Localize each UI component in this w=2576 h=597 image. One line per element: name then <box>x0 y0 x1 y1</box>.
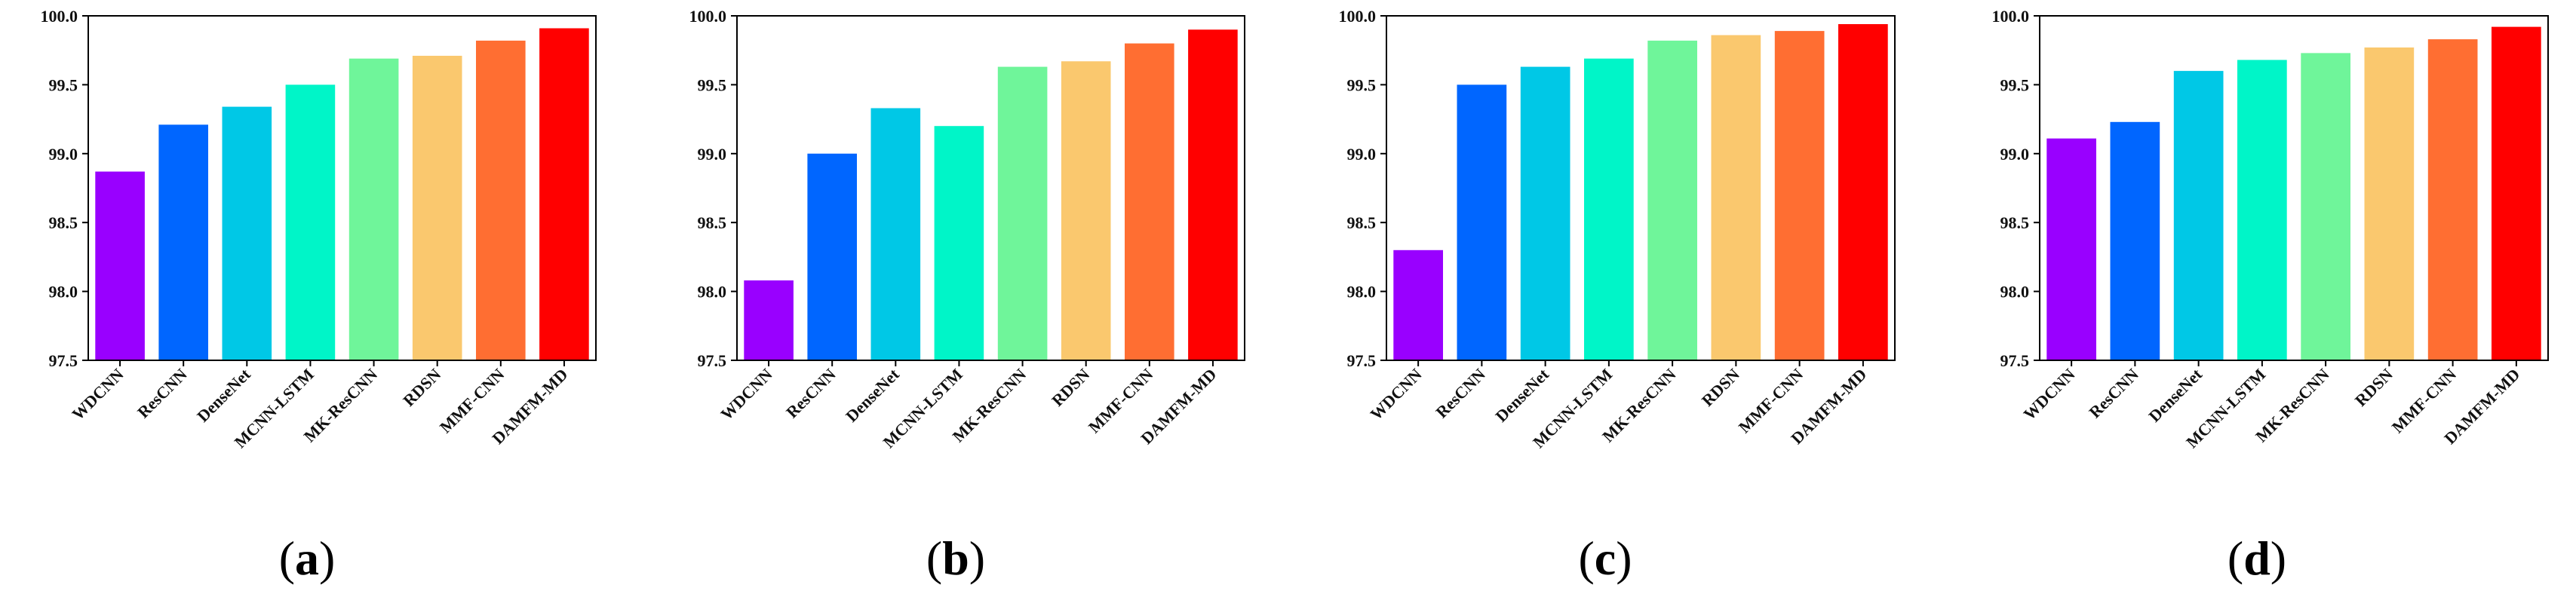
bar-a-mcnn-lstm: MCNN-LSTM: 99.5 <box>285 84 336 361</box>
y-tick-label-c: 100.0 <box>1339 7 1377 26</box>
panel-label-b: (b) <box>926 531 985 585</box>
y-tick-label-d: 98.0 <box>2000 283 2030 302</box>
bar-d-damfm-md: DAMFM-MD: 99.92 <box>2492 26 2541 360</box>
chart-panel-b: WDCNN: 98.08 ResCNN: 99 DenseNet: 99.33 MCN… <box>689 7 1245 585</box>
bar-b-damfm-md: DAMFM-MD: 99.9 <box>1188 29 1238 361</box>
bar-d-rdsn: RDSN: 99.77 <box>2364 47 2415 360</box>
bar-b-rescnn: ResCNN: 99 <box>807 153 857 361</box>
panel-label-c: (c) <box>1578 531 1632 585</box>
y-tick-label-a: 99.5 <box>49 75 78 94</box>
y-tick-label-a: 100.0 <box>41 7 78 26</box>
chart-panel-a: WDCNN: 98.87 ResCNN: 99.21 DenseNet: 99.34… <box>41 7 597 585</box>
x-tick-label-c: DenseNet <box>1491 364 1552 425</box>
y-tick-label-b: 100.0 <box>689 7 727 26</box>
y-tick-label-d: 99.0 <box>2000 145 2030 164</box>
bar-c-densenet: DenseNet: 99.63 <box>1520 66 1570 360</box>
x-tick-label-b: RDSN <box>1048 365 1093 410</box>
bar-c-mk-rescnn: MK-ResCNN: 99.82 <box>1647 40 1697 361</box>
bar-a-wdcnn: WDCNN: 98.87 <box>95 171 145 360</box>
x-tick-label-a: DenseNet <box>193 364 254 425</box>
bar-c-rescnn: ResCNN: 99.5 <box>1457 84 1507 361</box>
axes-frame-b <box>736 15 1245 361</box>
y-tick-label-b: 98.0 <box>698 283 727 302</box>
y-tick-label-c: 99.0 <box>1347 145 1377 164</box>
bar-a-rescnn: ResCNN: 99.21 <box>158 124 208 360</box>
bar-b-rdsn: RDSN: 99.67 <box>1061 61 1111 361</box>
y-tick-label-a: 98.0 <box>49 283 78 302</box>
x-tick-label-a: WDCNN <box>68 365 127 424</box>
y-tick-label-d: 99.5 <box>2000 75 2030 94</box>
x-tick-label-c: ResCNN <box>1432 365 1489 422</box>
bar-a-densenet: DenseNet: 99.34 <box>222 106 272 360</box>
chart-panel-c: WDCNN: 98.3 ResCNN: 99.5 DenseNet: 99.63 MC… <box>1339 7 1896 585</box>
y-tick-label-c: 97.5 <box>1347 351 1377 370</box>
x-tick-label-b: WDCNN <box>717 365 775 424</box>
y-tick-label-a: 98.5 <box>49 213 78 232</box>
bar-b-densenet: DenseNet: 99.33 <box>870 108 921 360</box>
bar-d-mcnn-lstm: MCNN-LSTM: 99.68 <box>2237 60 2287 360</box>
bar-b-mmf-cnn: MMF-CNN: 99.8 <box>1125 43 1174 360</box>
chart-panel-d: WDCNN: 99.11 ResCNN: 99.23 DenseNet: 99.6 M… <box>1992 7 2549 585</box>
bar-a-rdsn: RDSN: 99.71 <box>412 56 462 360</box>
y-tick-label-b: 99.5 <box>698 75 727 94</box>
bar-d-wdcnn: WDCNN: 99.11 <box>2046 138 2096 360</box>
bar-d-rescnn: ResCNN: 99.23 <box>2110 121 2160 361</box>
x-tick-label-d: WDCNN <box>2019 365 2078 424</box>
x-tick-label-a: ResCNN <box>134 365 191 422</box>
bar-b-mcnn-lstm: MCNN-LSTM: 99.2 <box>934 126 984 360</box>
axes-frame-d <box>2039 15 2549 361</box>
bar-a-damfm-md: DAMFM-MD: 99.91 <box>539 28 589 360</box>
bar-b-wdcnn: WDCNN: 98.08 <box>744 280 794 360</box>
bar-c-mmf-cnn: MMF-CNN: 99.89 <box>1774 31 1825 360</box>
bar-c-mcnn-lstm: MCNN-LSTM: 99.69 <box>1584 58 1634 360</box>
x-tick-label-b: ResCNN <box>782 365 840 422</box>
bar-c-rdsn: RDSN: 99.86 <box>1711 35 1761 360</box>
y-tick-label-a: 99.0 <box>49 145 78 164</box>
x-tick-label-c: RDSN <box>1698 365 1743 410</box>
bar-c-wdcnn: WDCNN: 98.3 <box>1393 250 1443 360</box>
x-tick-label-c: WDCNN <box>1366 365 1425 424</box>
y-tick-label-d: 100.0 <box>1992 7 2030 26</box>
bar-a-mmf-cnn: MMF-CNN: 99.82 <box>476 40 526 361</box>
y-tick-label-b: 99.0 <box>698 145 727 164</box>
x-tick-label-d: RDSN <box>2351 365 2396 410</box>
bar-d-mmf-cnn: MMF-CNN: 99.83 <box>2427 39 2478 360</box>
axes-frame-a <box>88 15 597 361</box>
bar-b-mk-rescnn: MK-ResCNN: 99.63 <box>997 66 1048 360</box>
axes-frame-c <box>1386 15 1896 361</box>
bar-d-mk-rescnn: MK-ResCNN: 99.73 <box>2301 53 2350 361</box>
y-tick-label-c: 98.0 <box>1347 283 1377 302</box>
panel-label-d: (d) <box>2228 531 2286 585</box>
y-tick-label-b: 98.5 <box>698 213 727 232</box>
y-tick-label-d: 97.5 <box>2000 351 2030 370</box>
y-tick-label-c: 98.5 <box>1347 213 1377 232</box>
bar-a-mk-rescnn: MK-ResCNN: 99.69 <box>348 58 399 360</box>
y-tick-label-d: 98.5 <box>2000 213 2030 232</box>
x-tick-label-b: DenseNet <box>842 364 903 425</box>
bar-d-densenet: DenseNet: 99.6 <box>2173 71 2224 360</box>
x-tick-label-d: DenseNet <box>2145 364 2206 425</box>
bar-c-damfm-md: DAMFM-MD: 99.94 <box>1838 24 1888 360</box>
y-tick-label-a: 97.5 <box>49 351 78 370</box>
panel-label-a: (a) <box>279 531 336 585</box>
x-tick-label-d: ResCNN <box>2085 365 2142 422</box>
x-tick-label-a: RDSN <box>399 365 444 410</box>
y-tick-label-b: 97.5 <box>698 351 727 370</box>
y-tick-label-c: 99.5 <box>1347 75 1377 94</box>
